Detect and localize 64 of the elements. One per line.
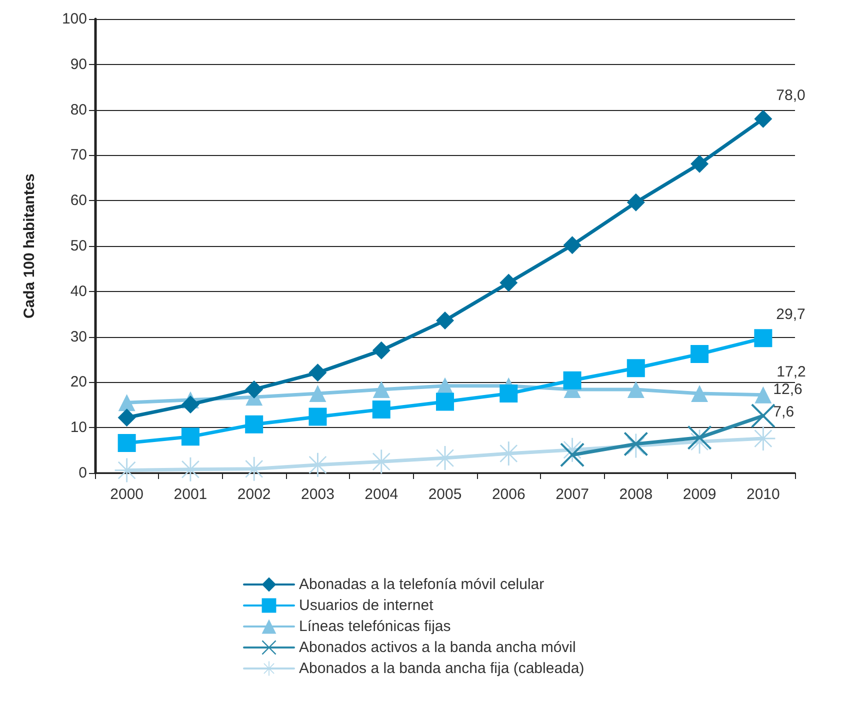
point — [563, 371, 582, 390]
point — [372, 400, 390, 418]
point — [563, 236, 582, 254]
x-tick-label: 2002 — [237, 486, 271, 503]
y-tick-label: 20 — [70, 374, 87, 391]
point — [245, 380, 264, 398]
point — [181, 428, 200, 446]
point — [372, 341, 390, 360]
y-tick-label: 60 — [70, 192, 87, 210]
x-tick-label: 2004 — [364, 486, 398, 503]
point — [118, 408, 136, 427]
data-label: 78,0 — [776, 86, 806, 104]
y-tick-label: 80 — [70, 101, 87, 118]
legend-label: Abonadas a la telefonía móvil celular — [299, 576, 544, 593]
data-label: 17,2 — [776, 363, 806, 380]
y-tick-label: 30 — [70, 328, 87, 346]
point — [626, 193, 645, 212]
y-tick-label: 90 — [70, 56, 87, 73]
point — [754, 110, 772, 128]
point — [181, 395, 200, 414]
x-tick-label: 2000 — [110, 486, 144, 503]
point — [436, 311, 454, 330]
point — [500, 274, 518, 292]
point — [500, 384, 518, 403]
point — [751, 404, 776, 428]
y-tick-label: 50 — [70, 238, 87, 254]
y-tick-label: 40 — [70, 282, 87, 300]
data-label: 12,6 — [773, 380, 802, 398]
y-tick-label: 100 — [62, 10, 87, 28]
x-tick-label: 2007 — [556, 486, 589, 503]
point — [691, 385, 708, 402]
y-tick-label: 0 — [78, 464, 87, 482]
x-tick-label: 2008 — [619, 486, 653, 503]
point — [436, 392, 454, 411]
point — [118, 434, 136, 452]
x-tick-label: 2009 — [682, 486, 716, 503]
point — [372, 380, 390, 398]
x-tick-label: 2001 — [174, 486, 208, 503]
point — [754, 386, 772, 404]
y-tick-label: 10 — [70, 419, 87, 436]
y-tick-label: 70 — [70, 146, 87, 164]
x-tick-label: 2006 — [492, 486, 526, 503]
point — [308, 408, 327, 426]
point — [626, 359, 645, 378]
legend-label: Abonados activos a la banda ancha móvil — [299, 639, 576, 656]
point — [688, 426, 712, 450]
point — [627, 380, 644, 398]
point — [309, 385, 326, 402]
point — [754, 329, 772, 348]
x-tick-label: 2003 — [301, 486, 334, 503]
y-axis-title: Cada 100 habitantes — [21, 173, 38, 319]
x-tick-label: 2005 — [428, 486, 462, 503]
point — [245, 415, 264, 434]
x-tick-label: 2010 — [746, 486, 780, 503]
point — [690, 345, 709, 364]
legend-label: Líneas telefónicas fijas — [299, 618, 451, 635]
point — [118, 394, 136, 412]
legend-label: Abonados a la banda ancha fija (cableada) — [299, 660, 584, 677]
data-label: 29,7 — [776, 306, 806, 324]
point — [690, 154, 709, 173]
data-label: 7,6 — [773, 403, 794, 420]
point — [308, 364, 327, 382]
point — [560, 442, 584, 467]
legend-label: Usuarios de internet — [299, 597, 434, 614]
